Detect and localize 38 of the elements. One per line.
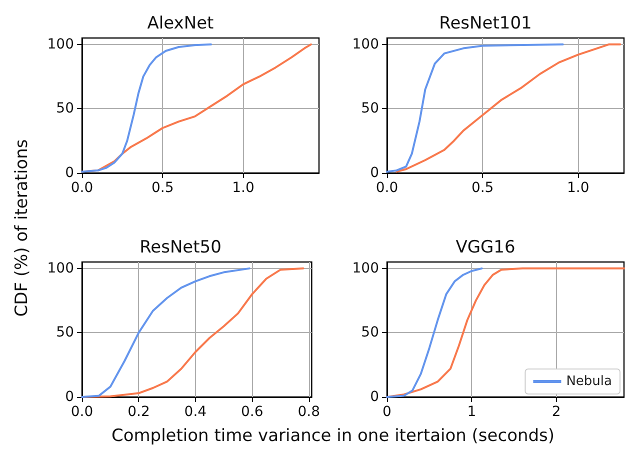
line-series	[386, 267, 483, 398]
y-tick-label: 100	[47, 260, 74, 276]
y-tick-label: 0	[370, 165, 379, 181]
x-axis-title: Completion time variance in one itertaion (seconds)	[110, 426, 556, 446]
x-tick-label: 0.8	[298, 404, 320, 420]
line-series	[396, 43, 622, 173]
line-series	[81, 43, 212, 173]
y-tick-label: 100	[47, 36, 74, 52]
y-tick-label: 0	[65, 165, 74, 181]
x-tick-label: 1.0	[566, 180, 590, 196]
y-tick-label: 50	[361, 100, 379, 117]
y-tick-label: 0	[65, 389, 74, 405]
chart-title: AlexNet	[147, 14, 214, 34]
x-tick-label: 0.0	[376, 180, 398, 196]
y-tick-label: 50	[361, 324, 379, 341]
y-tick-label: 100	[352, 36, 379, 52]
x-tick-label: 0.4	[184, 404, 207, 420]
chart-title: ResNet101	[439, 14, 532, 34]
legend-label: Nebula	[566, 374, 612, 389]
y-axis-title: CDF (%) of iterations	[12, 138, 32, 319]
x-tick-label: 0.2	[128, 404, 150, 420]
x-tick-label: 0.6	[241, 404, 264, 420]
x-tick-label: 1.0	[232, 180, 254, 196]
x-tick-label: 0	[382, 404, 392, 420]
x-tick-label: 0.5	[471, 180, 494, 196]
x-tick-label: 0.5	[151, 180, 174, 196]
x-tick-label: 1	[467, 404, 476, 420]
line-series	[386, 43, 564, 173]
chart-title: ResNet50	[140, 238, 222, 258]
y-tick-label: 50	[56, 324, 74, 341]
chart-title: VGG16	[456, 238, 516, 258]
y-tick-label: 0	[370, 389, 379, 405]
line-series	[81, 267, 250, 398]
y-tick-label: 50	[56, 100, 74, 117]
x-tick-label: 0.0	[70, 180, 94, 196]
x-tick-label: 2	[552, 404, 561, 420]
x-tick-label: 0.0	[70, 404, 94, 420]
y-tick-label: 100	[352, 260, 379, 276]
